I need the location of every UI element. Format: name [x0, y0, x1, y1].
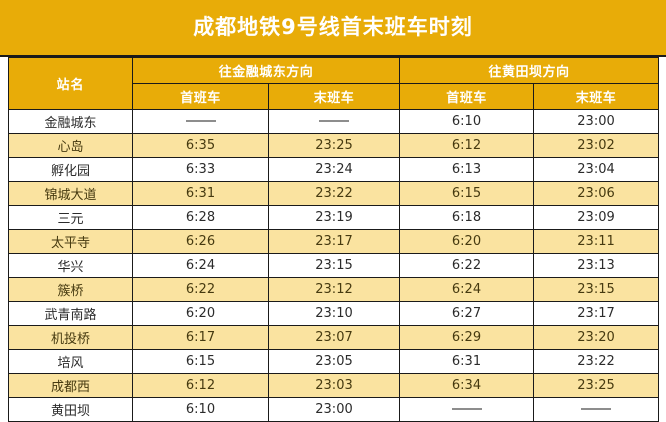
column-header-dir1-last-train: 末班车: [267, 83, 401, 110]
cell-dir2-first-train: 6:24: [399, 277, 535, 302]
table-row: 培风 6:15 23:05 6:31 23:22: [8, 349, 660, 374]
cell-dir1-last-train: 23:03: [267, 373, 401, 398]
station-name-cell: 簇桥: [8, 277, 133, 302]
cell-dir1-first-train: 6:28: [132, 205, 269, 230]
schedule-table-wrap: 站名 往金融城东方向 往黄田坝方向 首班车 末班车 首班车 末班车 金融城东 6:…: [8, 57, 660, 422]
cell-dir1-first-train: 6:31: [132, 181, 269, 206]
column-header-direction-2: 往黄田坝方向: [399, 57, 660, 84]
column-header-dir2-first-train: 首班车: [399, 83, 535, 110]
station-name-cell: 三元: [8, 205, 133, 230]
station-name-cell: 太平寺: [8, 229, 133, 254]
cell-dir1-last-train: 23:22: [267, 181, 401, 206]
cell-dir1-first-train: 6:33: [132, 157, 269, 182]
cell-dir2-last-train: 23:06: [533, 181, 660, 206]
cell-dir2-first-train: [399, 397, 535, 422]
table-row: 簇桥 6:22 23:12 6:24 23:15: [8, 277, 660, 302]
cell-dir1-last-train: 23:12: [267, 277, 401, 302]
title-divider: [0, 55, 666, 57]
cell-dir2-first-train: 6:18: [399, 205, 535, 230]
table-row: 太平寺 6:26 23:17 6:20 23:11: [8, 229, 660, 254]
header-row-subheaders: 首班车 末班车 首班车 末班车: [9, 83, 660, 110]
column-header-direction-1: 往金融城东方向: [131, 57, 401, 84]
cell-dir2-first-train: 6:15: [399, 181, 535, 206]
cell-dir1-first-train: 6:24: [132, 253, 269, 278]
column-header-dir1-first-train: 首班车: [132, 83, 269, 110]
cell-dir2-first-train: 6:12: [399, 133, 535, 158]
cell-dir1-last-train: 23:17: [267, 229, 401, 254]
table-head: 站名 往金融城东方向 往黄田坝方向 首班车 末班车 首班车 末班车: [8, 57, 660, 110]
cell-dir1-last-train: 23:24: [267, 157, 401, 182]
cell-dir2-last-train: 23:25: [533, 373, 660, 398]
cell-dir2-first-train: 6:13: [399, 157, 535, 182]
cell-dir2-last-train: 23:02: [533, 133, 660, 158]
header-row-directions: 站名 往金融城东方向 往黄田坝方向: [8, 57, 660, 110]
cell-dir2-last-train: 23:22: [533, 349, 660, 374]
table-row: 三元 6:28 23:19 6:18 23:09: [8, 205, 660, 230]
cell-dir1-last-train: [267, 109, 401, 134]
cell-dir1-last-train: 23:15: [267, 253, 401, 278]
station-name-cell: 武青南路: [8, 301, 133, 326]
cell-dir1-first-train: 6:12: [132, 373, 269, 398]
table-row: 机投桥 6:17 23:07 6:29 23:20: [8, 325, 660, 350]
station-name-cell: 金融城东: [8, 109, 133, 134]
cell-dir2-last-train: 23:11: [533, 229, 660, 254]
cell-dir1-first-train: 6:17: [132, 325, 269, 350]
cell-dir2-last-train: 23:15: [533, 277, 660, 302]
station-name-cell: 心岛: [8, 133, 133, 158]
station-name-cell: 华兴: [8, 253, 133, 278]
cell-dir1-last-train: 23:25: [267, 133, 401, 158]
no-service-dash: [451, 407, 482, 410]
cell-dir2-last-train: 23:04: [533, 157, 660, 182]
column-header-dir2-last-train: 末班车: [533, 83, 660, 110]
cell-dir1-last-train: 23:05: [267, 349, 401, 374]
cell-dir1-first-train: 6:22: [132, 277, 269, 302]
table-row: 武青南路 6:20 23:10 6:27 23:17: [8, 301, 660, 326]
station-name-cell: 机投桥: [8, 325, 133, 350]
cell-dir2-first-train: 6:20: [399, 229, 535, 254]
no-service-dash: [185, 119, 216, 122]
cell-dir1-first-train: [132, 109, 269, 134]
station-name-cell: 培风: [8, 349, 133, 374]
table-row: 成都西 6:12 23:03 6:34 23:25: [8, 373, 660, 398]
page-title: 成都地铁9号线首末班车时刻: [193, 15, 473, 39]
station-name-cell: 锦城大道: [8, 181, 133, 206]
cell-dir2-last-train: 23:17: [533, 301, 660, 326]
cell-dir1-first-train: 6:35: [132, 133, 269, 158]
cell-dir1-last-train: 23:10: [267, 301, 401, 326]
cell-dir1-last-train: 23:19: [267, 205, 401, 230]
table-row: 心岛 6:35 23:25 6:12 23:02: [8, 133, 660, 158]
table-row: 金融城东 6:10 23:00: [8, 109, 660, 134]
cell-dir2-first-train: 6:34: [399, 373, 535, 398]
cell-dir1-last-train: 23:07: [267, 325, 401, 350]
title-banner: 成都地铁9号线首末班车时刻: [0, 0, 666, 55]
cell-dir1-first-train: 6:20: [132, 301, 269, 326]
cell-dir2-last-train: 23:13: [533, 253, 660, 278]
cell-dir1-first-train: 6:26: [132, 229, 269, 254]
station-name-cell: 孵化园: [8, 157, 133, 182]
station-name-cell: 成都西: [8, 373, 133, 398]
table-row: 孵化园 6:33 23:24 6:13 23:04: [8, 157, 660, 182]
cell-dir1-first-train: 6:10: [132, 397, 269, 422]
table-row: 华兴 6:24 23:15 6:22 23:13: [8, 253, 660, 278]
table-body: 金融城东 6:10 23:00 心岛 6:35 23:25 6:12 23:02 孵化园 6:33…: [8, 109, 660, 422]
cell-dir2-last-train: 23:00: [533, 109, 660, 134]
cell-dir2-first-train: 6:29: [399, 325, 535, 350]
table-row: 黄田坝 6:10 23:00: [8, 397, 660, 422]
cell-dir2-last-train: [533, 397, 660, 422]
cell-dir2-last-train: 23:20: [533, 325, 660, 350]
cell-dir2-first-train: 6:31: [399, 349, 535, 374]
table-row: 锦城大道 6:31 23:22 6:15 23:06: [8, 181, 660, 206]
no-service-dash: [319, 119, 349, 122]
cell-dir2-first-train: 6:10: [399, 109, 535, 134]
column-header-station: 站名: [8, 57, 133, 110]
cell-dir2-first-train: 6:22: [399, 253, 535, 278]
cell-dir2-last-train: 23:09: [533, 205, 660, 230]
cell-dir1-last-train: 23:00: [267, 397, 401, 422]
cell-dir2-first-train: 6:27: [399, 301, 535, 326]
schedule-table: 站名 往金融城东方向 往黄田坝方向 首班车 末班车 首班车 末班车 金融城东 6:…: [8, 57, 660, 422]
no-service-dash: [581, 407, 612, 410]
cell-dir1-first-train: 6:15: [132, 349, 269, 374]
station-name-cell: 黄田坝: [8, 397, 133, 422]
